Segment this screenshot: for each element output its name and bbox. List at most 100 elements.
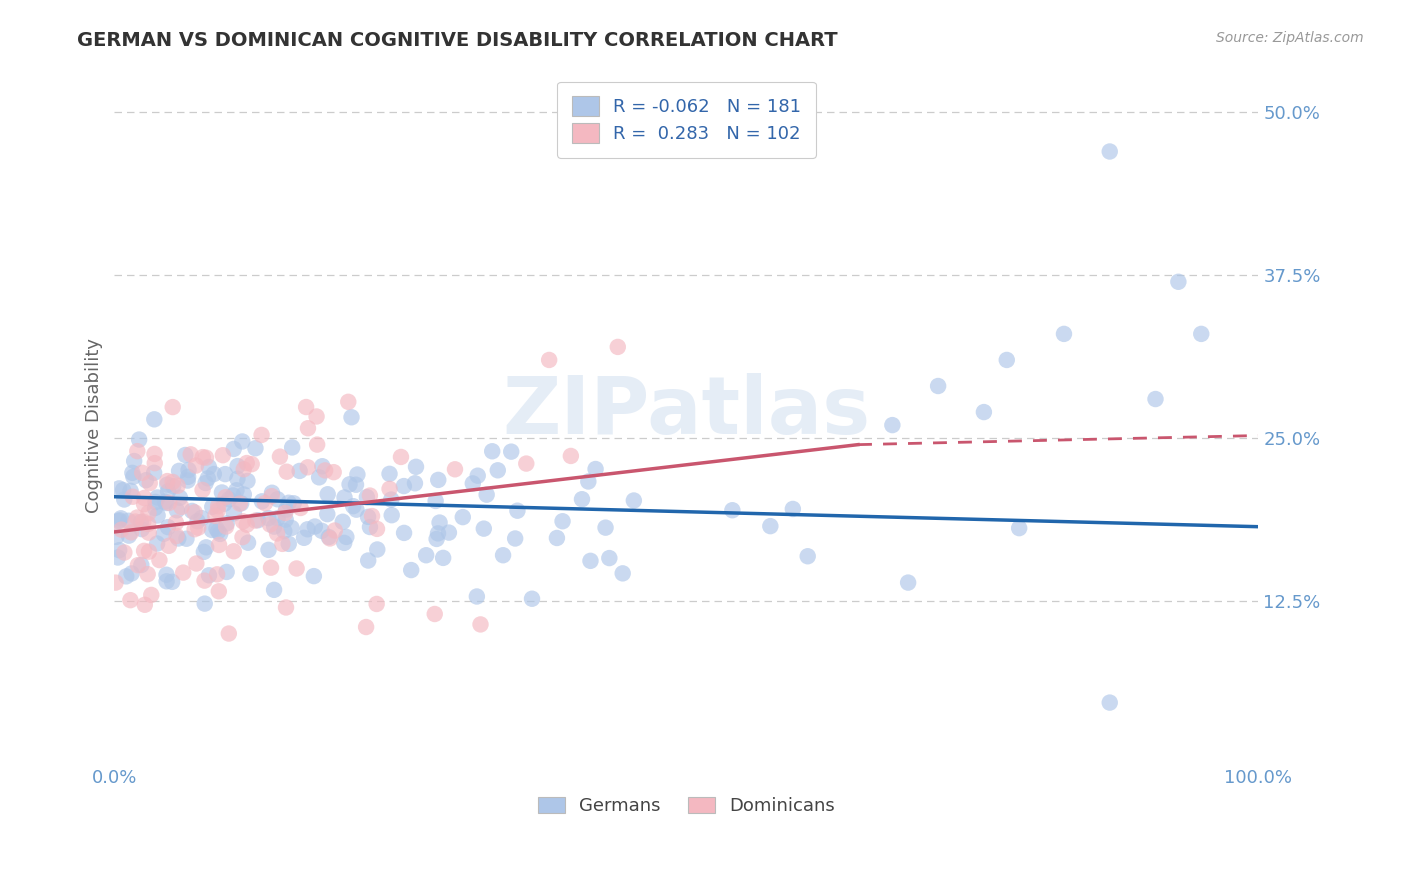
Point xyxy=(193,574,215,588)
Point xyxy=(198,460,221,475)
Point xyxy=(226,458,249,473)
Point xyxy=(215,516,238,531)
Point xyxy=(225,483,247,498)
Point xyxy=(232,514,254,528)
Point xyxy=(333,491,356,505)
Point xyxy=(212,448,235,462)
Point xyxy=(156,477,179,491)
Point xyxy=(218,626,240,640)
Point xyxy=(131,558,153,572)
Point xyxy=(339,477,361,491)
Point xyxy=(236,474,259,488)
Point xyxy=(426,532,449,546)
Point xyxy=(260,489,283,503)
Point xyxy=(606,340,628,354)
Point xyxy=(263,582,285,597)
Point xyxy=(174,448,197,462)
Point xyxy=(280,521,302,535)
Point xyxy=(344,477,367,491)
Point xyxy=(146,508,169,523)
Point xyxy=(108,513,131,527)
Point xyxy=(461,476,484,491)
Point xyxy=(342,499,364,513)
Point xyxy=(122,469,145,483)
Point xyxy=(357,553,380,567)
Point xyxy=(110,511,132,525)
Point xyxy=(318,530,340,544)
Point xyxy=(378,467,401,481)
Point xyxy=(392,479,415,493)
Point xyxy=(492,548,515,562)
Point xyxy=(322,465,344,479)
Point xyxy=(623,493,645,508)
Point xyxy=(897,575,920,590)
Point xyxy=(195,541,218,555)
Point xyxy=(290,501,312,516)
Point xyxy=(316,507,339,521)
Point xyxy=(104,575,127,590)
Point xyxy=(167,464,190,478)
Text: ZIPatlas: ZIPatlas xyxy=(502,373,870,450)
Point xyxy=(308,470,330,484)
Point xyxy=(115,569,138,583)
Point xyxy=(366,522,388,536)
Point xyxy=(354,620,377,634)
Point xyxy=(297,522,319,536)
Point xyxy=(281,441,304,455)
Point xyxy=(204,508,226,523)
Point xyxy=(429,516,451,530)
Point xyxy=(122,454,145,468)
Point xyxy=(136,516,159,531)
Point xyxy=(503,532,526,546)
Point xyxy=(380,492,402,507)
Point xyxy=(612,566,634,581)
Point xyxy=(108,482,131,496)
Point xyxy=(214,490,236,504)
Point xyxy=(167,532,190,546)
Point xyxy=(162,479,184,493)
Point xyxy=(973,405,995,419)
Point xyxy=(276,465,298,479)
Point xyxy=(378,482,401,496)
Point xyxy=(222,544,245,558)
Point xyxy=(127,444,149,458)
Point xyxy=(214,467,236,482)
Point xyxy=(232,487,254,501)
Point xyxy=(404,476,426,491)
Point xyxy=(470,617,492,632)
Point xyxy=(205,522,228,536)
Point xyxy=(105,530,128,544)
Point xyxy=(257,511,280,525)
Point xyxy=(1189,326,1212,341)
Point xyxy=(277,537,299,551)
Point xyxy=(186,557,208,571)
Point xyxy=(333,536,356,550)
Point xyxy=(120,525,142,540)
Point xyxy=(121,566,143,581)
Point xyxy=(236,535,259,549)
Point xyxy=(194,475,217,490)
Point xyxy=(357,509,380,524)
Point xyxy=(209,527,232,541)
Point xyxy=(162,475,184,489)
Point xyxy=(208,538,231,552)
Point xyxy=(132,515,155,529)
Point xyxy=(283,496,305,510)
Point xyxy=(297,421,319,435)
Point xyxy=(166,503,188,517)
Point xyxy=(260,560,283,574)
Point xyxy=(546,531,568,545)
Point xyxy=(172,566,194,580)
Point xyxy=(337,394,360,409)
Point xyxy=(311,459,333,474)
Point xyxy=(344,502,367,516)
Point xyxy=(169,491,191,505)
Point xyxy=(1144,392,1167,406)
Point xyxy=(157,484,180,499)
Point xyxy=(759,519,782,533)
Point xyxy=(134,598,156,612)
Point xyxy=(148,553,170,567)
Point xyxy=(145,495,167,509)
Point xyxy=(425,494,447,508)
Point xyxy=(207,524,229,539)
